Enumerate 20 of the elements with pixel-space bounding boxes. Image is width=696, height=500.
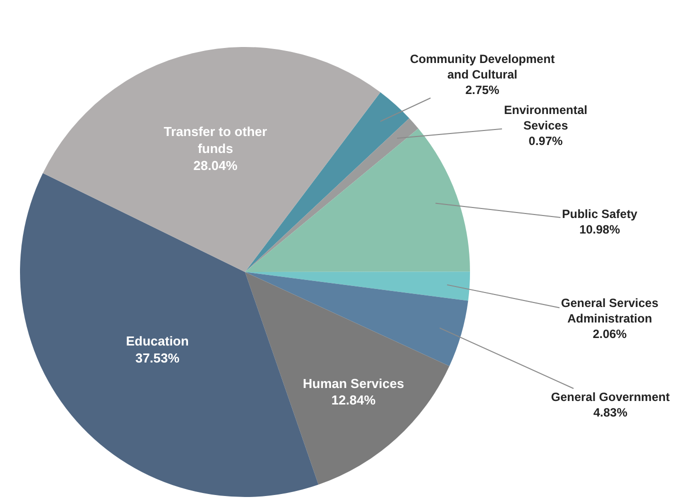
data-label: 0.97% (528, 134, 564, 148)
data-label: 12.84% (331, 392, 376, 408)
slice-label: Community Development and Cultural (410, 52, 555, 82)
slice-label: General Government (551, 390, 670, 404)
data-label: 10.98% (579, 222, 620, 237)
pie-slice (245, 272, 468, 366)
data-label: 28.04% (193, 158, 238, 173)
slice-label: Education (126, 334, 189, 349)
slice-label: Environmental Sevices (504, 103, 588, 133)
pie-slice (245, 272, 470, 301)
data-label: 4.83% (593, 406, 628, 420)
data-label: 2.06% (592, 327, 628, 342)
slice-label: Human Services (302, 376, 404, 391)
data-label: 2.75% (465, 83, 500, 98)
pie-slice (42, 47, 380, 272)
data-label: 37.53% (135, 350, 180, 366)
slice-label: General Services Administration (561, 296, 659, 326)
slice-label: Transfer to other funds (164, 124, 268, 156)
pie-slice (245, 272, 450, 485)
slice-label: Public Safety (562, 207, 638, 221)
